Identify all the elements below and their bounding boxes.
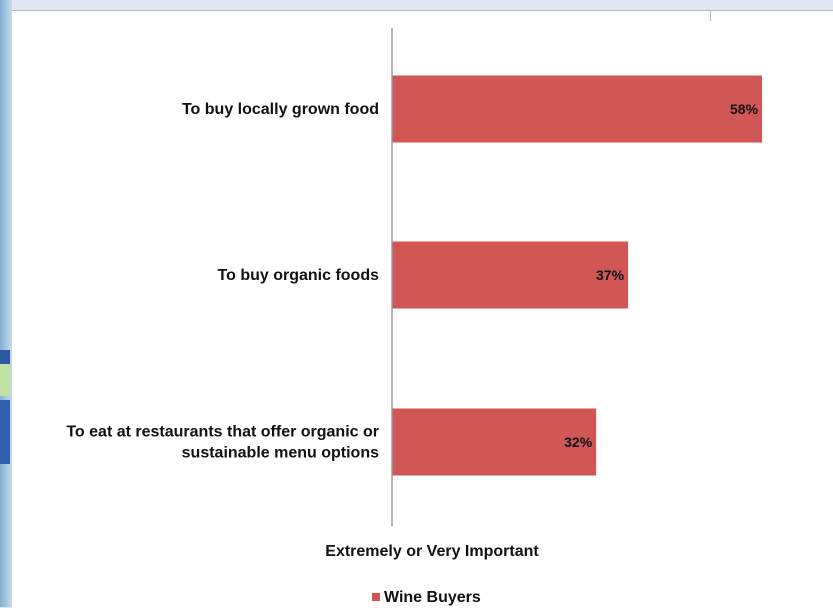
legend-label: Wine Buyers <box>384 589 481 606</box>
window-edge-mark <box>0 364 10 396</box>
category-label: To buy organic foods <box>218 267 380 284</box>
category-label: To buy locally grown food <box>182 101 379 118</box>
chart-panel: 58% To buy locally grown food 37% To buy or… <box>12 10 833 608</box>
bar <box>392 75 763 143</box>
window-edge-strip <box>0 0 12 607</box>
category-label: sustainable menu options <box>182 445 379 462</box>
data-label: 37% <box>596 267 625 283</box>
bar <box>392 241 629 309</box>
x-axis-title: Extremely or Very Important <box>325 543 539 560</box>
bar <box>392 408 597 476</box>
panel-divider <box>710 11 711 21</box>
window-edge-mark <box>0 400 10 464</box>
legend-swatch <box>372 593 380 601</box>
window-edge-mark <box>0 350 10 364</box>
category-label: To eat at restaurants that offer organic… <box>66 424 379 441</box>
data-label: 58% <box>730 101 759 117</box>
data-label: 32% <box>564 434 593 450</box>
bar-chart: 58% To buy locally grown food 37% To buy or… <box>66 28 763 606</box>
